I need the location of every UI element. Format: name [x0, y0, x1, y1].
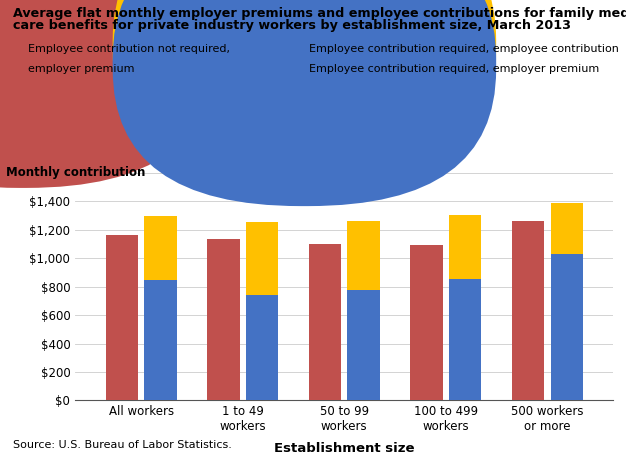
- X-axis label: Establishment size: Establishment size: [274, 442, 414, 455]
- Bar: [449, 215, 481, 279]
- Bar: [410, 245, 443, 400]
- Bar: [207, 239, 240, 400]
- Bar: [550, 254, 583, 400]
- Bar: [347, 221, 380, 290]
- Bar: [106, 236, 138, 400]
- Text: Employee contribution required, employee contribution: Employee contribution required, employee…: [309, 44, 619, 54]
- Bar: [144, 279, 177, 400]
- Bar: [550, 203, 583, 254]
- Text: employer premium: employer premium: [28, 64, 135, 74]
- Bar: [512, 221, 545, 400]
- Bar: [246, 222, 279, 295]
- Text: Employee contribution required, employer premium: Employee contribution required, employer…: [309, 64, 600, 74]
- Bar: [309, 244, 341, 400]
- Text: care benefits for private industry workers by establishment size, March 2013: care benefits for private industry worke…: [13, 19, 570, 32]
- Text: Monthly contribution: Monthly contribution: [6, 167, 146, 179]
- Bar: [449, 279, 481, 400]
- Bar: [347, 290, 380, 400]
- Bar: [144, 216, 177, 279]
- Text: Source: U.S. Bureau of Labor Statistics.: Source: U.S. Bureau of Labor Statistics.: [13, 440, 232, 450]
- Text: Employee contribution not required,: Employee contribution not required,: [28, 44, 230, 54]
- Text: Average flat monthly employer premiums and employee contributions for family med: Average flat monthly employer premiums a…: [13, 7, 626, 20]
- Bar: [246, 295, 279, 400]
